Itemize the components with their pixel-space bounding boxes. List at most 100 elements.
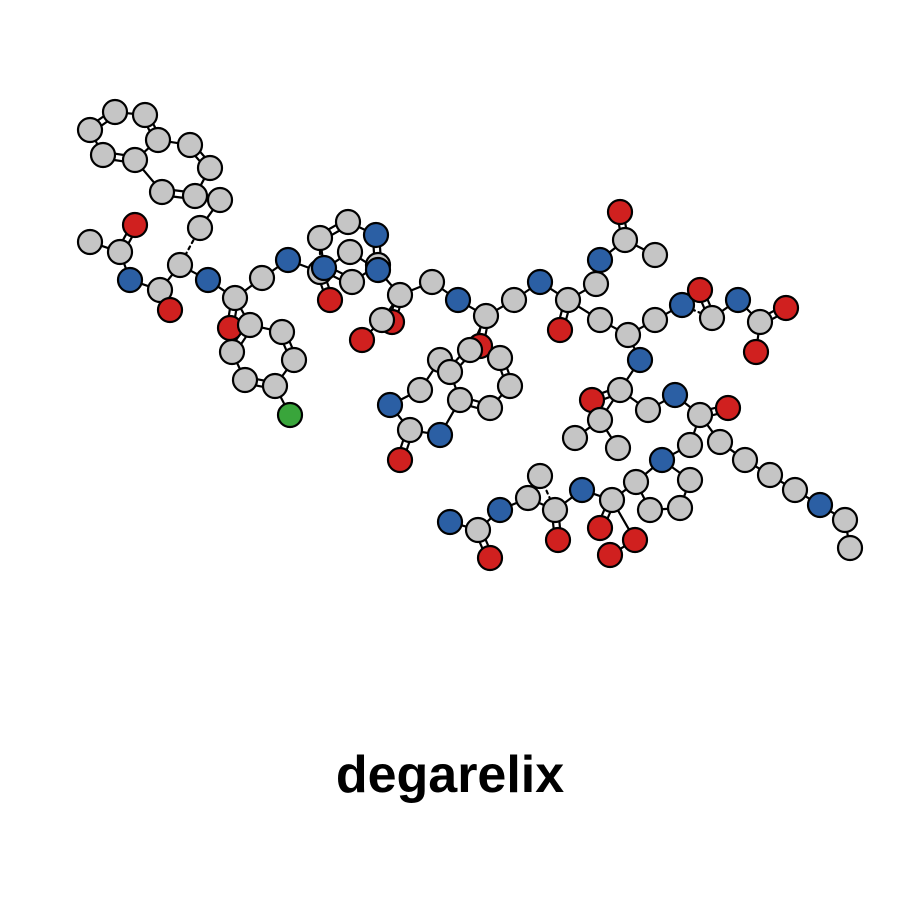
atom-c: [168, 253, 192, 277]
atom-c: [220, 340, 244, 364]
atom-c: [563, 426, 587, 450]
atom-c: [123, 148, 147, 172]
atom-c: [188, 216, 212, 240]
atom-c: [616, 323, 640, 347]
atom-c: [198, 156, 222, 180]
atom-c: [678, 468, 702, 492]
atom-o: [598, 543, 622, 567]
atom-c: [783, 478, 807, 502]
atom-c: [474, 304, 498, 328]
atom-c: [150, 180, 174, 204]
atom-n: [726, 288, 750, 312]
atom-c: [606, 436, 630, 460]
atom-o: [318, 288, 342, 312]
atom-o: [350, 328, 374, 352]
atom-c: [370, 308, 394, 332]
atom-n: [312, 256, 336, 280]
atom-c: [502, 288, 526, 312]
atom-c: [516, 486, 540, 510]
atom-c: [336, 210, 360, 234]
atom-c: [838, 536, 862, 560]
atom-c: [233, 368, 257, 392]
atom-cl: [278, 403, 302, 427]
atom-o: [548, 318, 572, 342]
atom-c: [238, 313, 262, 337]
atom-o: [123, 213, 147, 237]
atom-c: [146, 128, 170, 152]
atom-c: [478, 396, 502, 420]
atom-n: [570, 478, 594, 502]
atom-c: [466, 518, 490, 542]
atom-c: [678, 433, 702, 457]
atom-c: [282, 348, 306, 372]
atom-o: [774, 296, 798, 320]
atom-n: [650, 448, 674, 472]
atom-c: [178, 133, 202, 157]
atom-n: [528, 270, 552, 294]
atom-o: [608, 200, 632, 224]
atom-c: [420, 270, 444, 294]
atom-c: [833, 508, 857, 532]
atom-c: [588, 308, 612, 332]
atom-c: [308, 226, 332, 250]
atom-n: [118, 268, 142, 292]
atom-o: [388, 448, 412, 472]
atom-o: [744, 340, 768, 364]
atom-c: [733, 448, 757, 472]
compound-name-label: degarelix: [0, 745, 900, 805]
atom-o: [546, 528, 570, 552]
atom-n: [378, 393, 402, 417]
atom-c: [556, 288, 580, 312]
atom-c: [488, 346, 512, 370]
atom-c: [624, 470, 648, 494]
atom-c: [91, 143, 115, 167]
atom-c: [588, 408, 612, 432]
atom-o: [158, 298, 182, 322]
atom-n: [364, 223, 388, 247]
atom-c: [636, 398, 660, 422]
atom-n: [488, 498, 512, 522]
atom-c: [408, 378, 432, 402]
atom-c: [388, 283, 412, 307]
atom-c: [758, 463, 782, 487]
atom-c: [708, 430, 732, 454]
atom-c: [643, 243, 667, 267]
atom-o: [588, 516, 612, 540]
atom-c: [340, 270, 364, 294]
atom-c: [250, 266, 274, 290]
atom-c: [700, 306, 724, 330]
atom-c: [448, 388, 472, 412]
atom-c: [208, 188, 232, 212]
atom-o: [688, 278, 712, 302]
atom-c: [528, 464, 552, 488]
atom-c: [133, 103, 157, 127]
atom-n: [366, 258, 390, 282]
atom-n: [663, 383, 687, 407]
atom-c: [103, 100, 127, 124]
atom-c: [263, 374, 287, 398]
atom-c: [643, 308, 667, 332]
atom-n: [628, 348, 652, 372]
atom-c: [688, 403, 712, 427]
atom-o: [623, 528, 647, 552]
atom-n: [196, 268, 220, 292]
atom-c: [338, 240, 362, 264]
atom-c: [398, 418, 422, 442]
atom-c: [270, 320, 294, 344]
atom-c: [438, 360, 462, 384]
atom-n: [588, 248, 612, 272]
atom-c: [668, 496, 692, 520]
atom-c: [108, 240, 132, 264]
atom-c: [608, 378, 632, 402]
molecule-figure: degarelix: [0, 0, 900, 900]
atom-o: [478, 546, 502, 570]
atom-c: [78, 118, 102, 142]
atom-c: [183, 184, 207, 208]
atom-c: [638, 498, 662, 522]
atom-n: [276, 248, 300, 272]
atom-c: [223, 286, 247, 310]
atom-c: [543, 498, 567, 522]
atom-n: [808, 493, 832, 517]
atom-c: [498, 374, 522, 398]
atom-n: [446, 288, 470, 312]
